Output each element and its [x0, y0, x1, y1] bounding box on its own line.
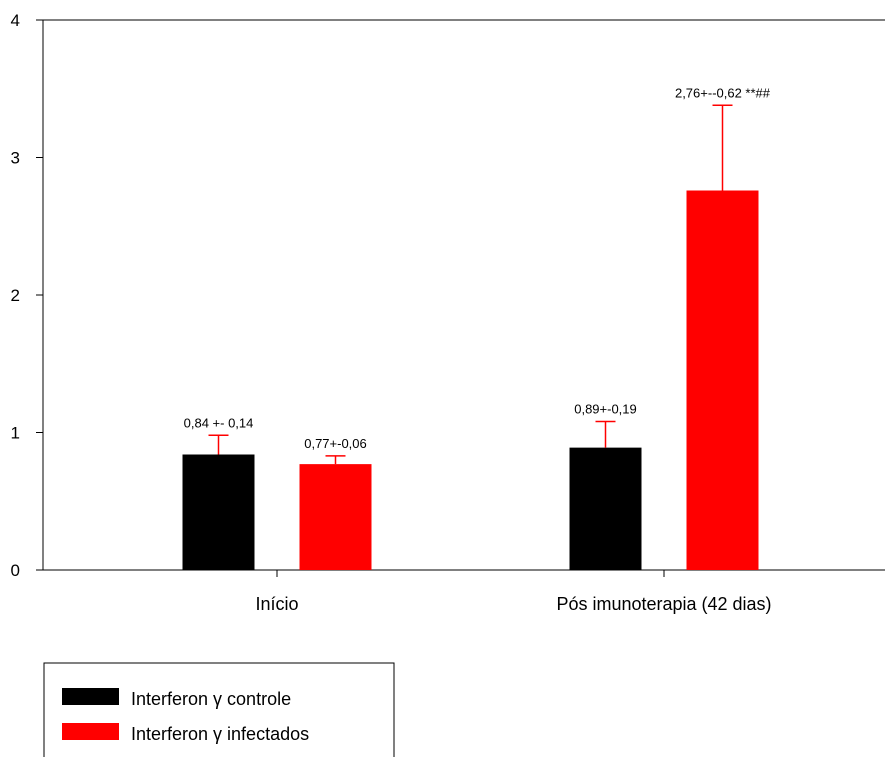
x-categories: Início Pós imunoterapia (42 dias)	[255, 570, 772, 614]
x-category-label: Início	[255, 594, 298, 614]
data-label: 0,77+-0,06	[304, 436, 367, 451]
legend-box	[43, 662, 395, 757]
data-label: 2,76+--0,62 **##	[675, 85, 771, 100]
y-tick-label: 1	[11, 424, 20, 443]
legend-label: Interferon γ controle	[131, 689, 291, 709]
legend-swatch	[62, 723, 119, 740]
data-label: 0,89+-0,19	[574, 402, 637, 417]
error-bars	[208, 104, 733, 465]
bar	[182, 454, 255, 570]
bars	[182, 190, 759, 570]
y-tick-label: 3	[11, 149, 20, 168]
y-tick-label: 4	[11, 11, 20, 30]
data-label: 0,84 +- 0,14	[184, 415, 254, 430]
x-category-label: Pós imunoterapia (42 dias)	[556, 594, 771, 614]
y-ticks: 0 1 2 3 4	[11, 11, 43, 580]
data-labels: 0,84 +- 0,14 0,89+-0,19 0,77+-0,06 2,76+--0…	[184, 85, 771, 451]
bar	[569, 447, 642, 570]
legend: Interferon γ controle Interferon γ infect…	[43, 662, 395, 757]
y-tick-label: 2	[11, 286, 20, 305]
bar	[299, 464, 372, 570]
bar	[686, 190, 759, 570]
legend-label: Interferon γ infectados	[131, 724, 309, 744]
axes	[42, 19, 885, 571]
legend-swatch	[62, 688, 119, 705]
y-tick-label: 0	[11, 561, 20, 580]
